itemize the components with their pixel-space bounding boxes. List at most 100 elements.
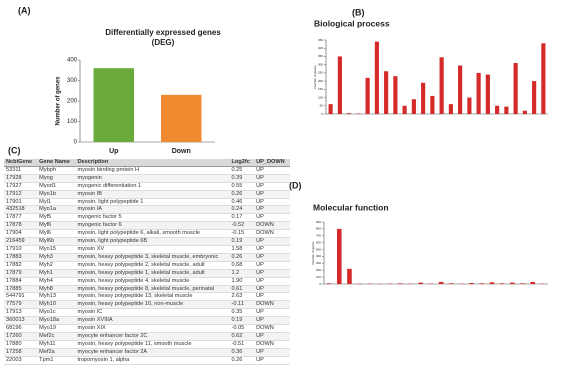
bar xyxy=(336,228,342,284)
column-header: UP_DOWN xyxy=(254,159,290,167)
bar xyxy=(402,105,407,114)
bar xyxy=(384,71,389,114)
table-cell: UP xyxy=(254,285,290,294)
table-row: 544791 Myh13 myosin, heavy polypeptide 13,… xyxy=(4,292,290,302)
table-row: 17910 Myo15 myosin XV 1.58 UP xyxy=(4,245,290,254)
table-cell: UP xyxy=(254,348,290,357)
table-row: 77579 Myh10 myosin, heavy polypeptide 10, … xyxy=(4,300,290,310)
table-cell: 17882 xyxy=(4,261,38,270)
bar xyxy=(374,41,379,115)
table-cell: 17258 xyxy=(4,348,38,357)
bar xyxy=(393,76,398,114)
y-tick-label: 300 xyxy=(316,261,321,265)
y-tick-label: 400 xyxy=(316,254,321,258)
table-cell: Myo1a xyxy=(37,205,76,215)
table-cell: Myh4 xyxy=(37,277,76,286)
table-cell: UP xyxy=(254,166,290,175)
table-cell: Myh3 xyxy=(37,253,76,262)
table-cell: myosin, heavy polypeptide 8, skeletal mu… xyxy=(75,285,230,294)
y-axis-label: Number of genes xyxy=(313,65,317,89)
bar xyxy=(489,282,495,284)
table-cell: myosin IA xyxy=(75,205,230,215)
table-cell: 0.35 xyxy=(229,308,255,318)
bar xyxy=(458,65,463,114)
table-cell: UP xyxy=(254,332,290,341)
y-tick-label: 0 xyxy=(319,282,321,286)
table-cell: 432518 xyxy=(4,205,38,215)
table-cell: 17912 xyxy=(4,190,38,199)
table-cell: myosin XV xyxy=(75,245,230,254)
table-cell: 17910 xyxy=(4,245,38,254)
panel-label: (A) xyxy=(18,5,31,15)
table-cell: 17883 xyxy=(4,253,38,262)
table-cell: Myod1 xyxy=(37,182,76,191)
y-axis-label: Number of genes xyxy=(56,76,62,126)
y-tick-label: 300 xyxy=(318,62,323,66)
y-tick-label: 400 xyxy=(67,58,78,64)
table-cell: 0.39 xyxy=(229,174,255,183)
bar xyxy=(520,283,525,284)
table-row: 17904 Myl6 myosin, light polypeptide 6, al… xyxy=(4,229,290,239)
bar xyxy=(499,283,505,284)
table-cell: UP xyxy=(254,261,290,270)
table-cell: 0.26 xyxy=(229,356,255,365)
panel-label: (D) xyxy=(289,180,302,190)
table-cell: DOWN xyxy=(254,340,290,349)
table-cell: 0.68 xyxy=(229,261,255,270)
table-cell: DOWN xyxy=(254,300,290,310)
table-cell: Myf5 xyxy=(37,213,76,223)
table-cell: myosin, light polypeptide 6B xyxy=(75,237,230,246)
panel-label: (C) xyxy=(8,145,21,155)
table-cell: myosin IC xyxy=(75,308,230,318)
table-cell: 0.19 xyxy=(229,316,255,326)
table-cell: Myo1c xyxy=(37,308,76,318)
x-tick-label: Down xyxy=(172,148,191,155)
table-cell: myogenin xyxy=(75,174,230,183)
table-cell: 360013 xyxy=(4,316,38,326)
table-cell: 544791 xyxy=(4,292,38,302)
table-cell: myogenic differentiation 1 xyxy=(75,182,230,191)
bar xyxy=(467,97,472,114)
table-cell: Myog xyxy=(37,174,76,183)
y-tick-label: 150 xyxy=(318,87,323,91)
table-cell: 17904 xyxy=(4,229,38,239)
table-cell: Tpm1 xyxy=(37,356,76,365)
table-cell: myosin, heavy polypeptide 4, skeletal mu… xyxy=(75,277,230,286)
table-body: 53311 Mybph myosin binding protein H 0.25 UP… xyxy=(4,166,290,365)
table-cell: myosin XIX xyxy=(75,324,230,333)
bar xyxy=(532,81,537,114)
table-cell: Myl6b xyxy=(37,237,76,246)
table-cell: -0.15 xyxy=(229,229,255,239)
y-tick-label: 100 xyxy=(318,95,323,99)
table-cell: -0.05 xyxy=(229,324,255,333)
y-tick-label: 50 xyxy=(320,104,324,108)
table-cell: UP xyxy=(254,277,290,286)
table-cell: Myh10 xyxy=(37,300,76,310)
panel-label: (B) xyxy=(352,7,365,17)
table-cell: 77579 xyxy=(4,300,38,310)
table-cell: 17878 xyxy=(4,221,38,231)
bar xyxy=(522,110,527,114)
bar xyxy=(530,281,536,284)
bar xyxy=(328,104,333,114)
table-cell: 17880 xyxy=(4,340,38,349)
table-cell: 0.36 xyxy=(229,348,255,357)
table-cell: myocyte enhancer factor 2A xyxy=(75,348,230,357)
table-cell: Myh2 xyxy=(37,261,76,270)
table-row: 17258 Mef2a myocyte enhancer factor 2A 0.36… xyxy=(4,348,290,357)
table-cell: Myo19 xyxy=(37,324,76,333)
table-cell: UP xyxy=(254,269,290,278)
table-cell: 17928 xyxy=(4,174,38,183)
table-cell: Myh13 xyxy=(37,292,76,302)
bar xyxy=(448,283,454,284)
table-cell: 68196 xyxy=(4,324,38,333)
y-tick-label: 200 xyxy=(316,268,321,272)
chart-title: Molecular function xyxy=(313,202,389,212)
column-header: NcbiGene xyxy=(4,159,38,167)
bar xyxy=(476,72,481,114)
table-cell: UP xyxy=(254,213,290,223)
table-cell: -0.11 xyxy=(229,300,255,310)
table-cell: myogenic factor 5 xyxy=(75,213,230,223)
column-header: Gene Name xyxy=(37,159,76,167)
